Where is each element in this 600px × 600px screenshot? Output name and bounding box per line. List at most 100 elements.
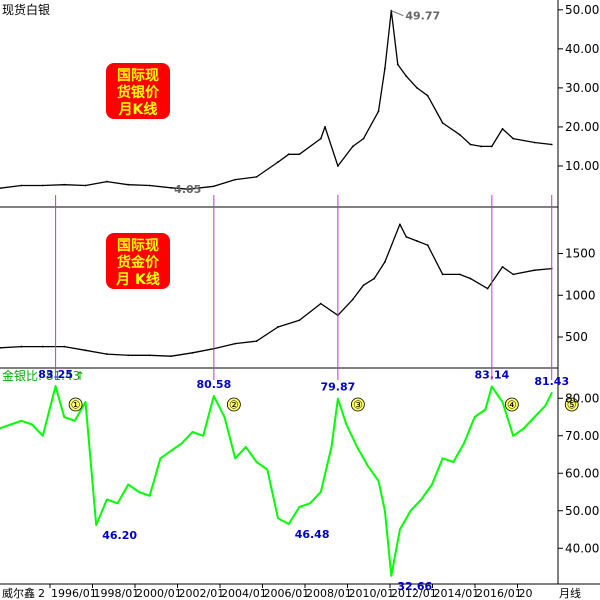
data-point (170, 186, 172, 189)
data-point (324, 126, 326, 128)
data-point (501, 265, 504, 268)
data-point (469, 277, 472, 280)
data-point (336, 397, 339, 400)
data-point (458, 273, 461, 276)
data-point (426, 94, 429, 97)
data-point (212, 185, 215, 188)
brand-label: 威尔鑫 (2, 586, 35, 600)
data-point (20, 184, 23, 187)
data-point (384, 260, 386, 263)
data-point (366, 464, 369, 467)
data-point (362, 137, 365, 140)
data-point (127, 483, 130, 486)
data-point (127, 354, 130, 357)
data-point (431, 483, 433, 486)
x-tick-label: 1996/01 (51, 587, 97, 600)
gold-label-box: 国际现 货金价 月 K线 (106, 233, 170, 289)
data-point (116, 502, 119, 505)
value-label: 32.66 (397, 580, 432, 593)
data-point (501, 401, 504, 403)
silver-label-line2: 货银价 (116, 84, 160, 101)
data-point (426, 244, 429, 247)
data-point (0, 346, 1, 349)
data-point (384, 67, 386, 70)
data-point (212, 395, 215, 397)
marker-label: ④ (507, 399, 517, 412)
data-point (533, 269, 536, 272)
data-point (484, 408, 487, 411)
data-point (54, 385, 57, 387)
data-point (170, 355, 172, 358)
data-point (501, 127, 504, 130)
data-point (512, 273, 515, 276)
data-point (277, 517, 279, 520)
data-point (63, 416, 66, 418)
y-tick-label: 30.00 (565, 81, 599, 95)
data-point (463, 442, 465, 445)
data-point (95, 524, 98, 526)
y-tick-label: 40.00 (565, 42, 599, 56)
marker-circle (350, 397, 365, 412)
silver-label-bg (106, 63, 170, 119)
data-point (345, 423, 348, 426)
data-point (298, 319, 301, 322)
data-point (255, 340, 258, 343)
data-point (84, 349, 87, 352)
data-point (41, 434, 44, 437)
y-tick-label: 50.00 (565, 504, 599, 518)
data-point (458, 133, 461, 136)
x-tick-label: 2000/01 (136, 587, 182, 600)
data-point (63, 183, 66, 186)
gold-label-line1: 国际现 (117, 238, 159, 254)
data-point (277, 161, 279, 163)
data-point (0, 427, 1, 430)
data-point (41, 184, 44, 187)
tick-layer: 10.00 20.00 30.00 40.00 50.00 500 1000 1500 40.0… (49, 3, 599, 600)
data-point (106, 498, 108, 501)
y-tick-label: 60.00 (565, 466, 599, 480)
marker-label: ② (229, 399, 239, 412)
x-axis-leading-tick: 2 (38, 587, 45, 600)
y-tick-label: 40.00 (565, 541, 599, 555)
x-tick-label: 1998/01 (94, 587, 140, 600)
ratio-up-arrow: ↑ (75, 369, 85, 383)
y-tick-label: 20.00 (565, 120, 599, 134)
data-point (550, 143, 553, 146)
data-point (106, 353, 108, 355)
data-point (420, 498, 423, 501)
data-point (319, 302, 322, 305)
data-point (255, 175, 258, 178)
data-point (469, 143, 472, 146)
y-tick-label: 10.00 (565, 159, 599, 173)
data-point (234, 178, 237, 181)
data-point (473, 416, 476, 418)
data-point (20, 345, 23, 348)
data-point (84, 184, 87, 187)
y-tick-label: 500 (565, 330, 588, 344)
marker-circle (564, 397, 579, 412)
data-point (550, 391, 553, 394)
silver-label-box: 国际现 货银价 月K线 (106, 63, 170, 119)
y-tick-label: 1000 (565, 288, 596, 302)
data-point (390, 574, 393, 577)
data-point (416, 86, 418, 89)
data-point (409, 509, 412, 512)
marker-circle (504, 397, 519, 412)
value-label: 46.48 (295, 528, 330, 541)
data-point (191, 431, 194, 433)
data-point (298, 506, 301, 508)
data-point (330, 446, 333, 448)
data-point (319, 491, 322, 493)
data-point (9, 423, 12, 426)
data-point (373, 277, 376, 280)
data-point (356, 446, 359, 448)
data-point (138, 491, 140, 493)
data-point (148, 494, 151, 497)
value-label: 81.43 (534, 375, 569, 388)
marker-label: ⑤ (567, 399, 577, 412)
data-point (351, 145, 354, 148)
data-point (490, 385, 493, 388)
data-point (441, 122, 444, 124)
data-point (398, 528, 401, 531)
